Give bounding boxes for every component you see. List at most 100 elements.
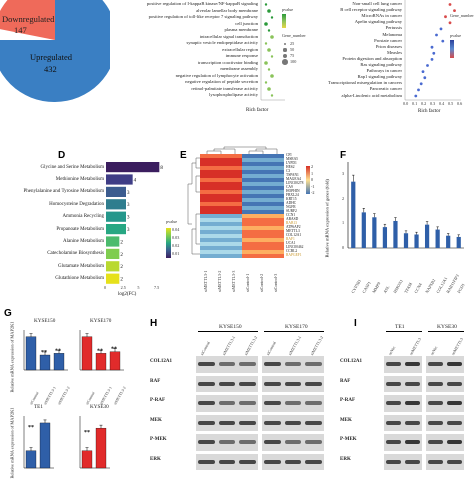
heatmap-cell xyxy=(270,226,284,231)
heatmap-cell xyxy=(242,230,257,235)
b-dot xyxy=(264,81,268,84)
heatmap-cell xyxy=(228,210,243,215)
b-term: plasma membrane xyxy=(224,27,258,32)
heatmap-cell xyxy=(214,158,229,163)
h-band xyxy=(305,381,322,386)
f-category-label: FGD1 xyxy=(455,282,466,294)
e-gene-label: CCBL2 xyxy=(286,249,298,253)
up-label: Upregulated xyxy=(30,52,73,62)
pie-slice-upregulated xyxy=(0,0,117,103)
e-gene-label: ATP6AP2 xyxy=(286,225,301,229)
i-lane-label: oeMETTL3 xyxy=(408,336,423,356)
b-gene-legend-item: 75 xyxy=(282,53,312,59)
heatmap-cell xyxy=(270,246,284,251)
g-bar xyxy=(81,336,93,371)
f-bar xyxy=(414,234,419,248)
heatmap-cell xyxy=(228,222,243,227)
f-bar xyxy=(351,181,356,248)
heatmap-cell xyxy=(270,190,284,195)
heatmap-cell xyxy=(200,214,215,219)
b-dot xyxy=(267,68,271,71)
d-legend-title: pvalue xyxy=(166,219,178,224)
b-gene-legend-dot xyxy=(282,53,288,59)
i-band xyxy=(405,362,420,367)
heatmap-cell xyxy=(200,250,215,255)
c-term: Measles xyxy=(386,49,402,55)
heatmap-cell xyxy=(242,214,257,219)
e-scale-tick: 2 xyxy=(311,164,314,169)
c-term: Prostate cancer xyxy=(374,37,402,43)
pie-slice-downregulated xyxy=(0,0,55,40)
i-band xyxy=(405,420,420,425)
i-row-label: ERK xyxy=(340,456,351,462)
c-dot xyxy=(426,64,429,67)
d-xlabel: log2(FC) xyxy=(118,292,137,297)
heatmap-cell xyxy=(256,158,271,163)
heatmap-cell xyxy=(200,222,215,227)
heatmap-cell xyxy=(256,154,271,159)
c-term: MicroRNAs in cancer xyxy=(361,13,402,19)
b-term: membrane assembly xyxy=(220,66,258,71)
i-band xyxy=(386,440,401,445)
g-bar xyxy=(81,450,93,469)
e-gene-label: HES2 xyxy=(286,165,295,169)
h-band xyxy=(198,440,215,445)
g-errorbar xyxy=(99,350,103,354)
i-band xyxy=(405,459,420,464)
i-band xyxy=(447,440,462,445)
heatmap-cell xyxy=(242,182,257,187)
heatmap-cell xyxy=(228,194,243,199)
heatmap-cell xyxy=(256,182,271,187)
panel-e-label: E xyxy=(180,150,187,161)
heatmap-cell xyxy=(242,170,257,175)
h-lane-label: siMETTL3-1 xyxy=(287,335,303,356)
g-bottom-ylabel: Relative mRNA expression of MAP2K1 xyxy=(9,407,15,479)
h-group-underline xyxy=(198,331,258,332)
g-bar xyxy=(25,450,37,469)
e-column-label: siMETTL3-3 xyxy=(231,270,236,292)
g-errorbar xyxy=(29,447,33,451)
heatmap-cell xyxy=(200,246,215,251)
h-band xyxy=(218,420,236,425)
c-pvalue-colorbar xyxy=(450,40,454,58)
heatmap-cell xyxy=(214,250,229,255)
heatmap-cell xyxy=(214,210,229,215)
b-dot xyxy=(267,48,271,52)
d-legend-tick: 0.04 xyxy=(172,227,180,232)
heatmap-cell xyxy=(270,202,284,207)
h-band xyxy=(239,420,256,425)
heatmap-cell xyxy=(200,254,215,258)
b-gene-legend-dot xyxy=(284,43,286,45)
i-band xyxy=(405,440,420,445)
panel-b-legend: pvalue Gene_number 25 50 75 100 xyxy=(282,7,312,72)
heatmap-cell xyxy=(200,194,215,199)
i-row-label: COL12A1 xyxy=(340,359,362,364)
heatmap-cell xyxy=(214,166,229,171)
g-group-label: KYSE30 xyxy=(90,404,109,410)
b-term: cell junction xyxy=(235,20,258,26)
panel-h-label: H xyxy=(150,318,158,329)
heatmap-cell xyxy=(214,226,229,231)
e-gene-label: NGFR xyxy=(286,205,296,209)
e-gene-label: MSRA5 xyxy=(286,157,298,161)
b-term: lysophospholipase activity xyxy=(209,92,258,97)
b-dot xyxy=(267,9,271,13)
h-band xyxy=(305,440,322,445)
b-term: intracellular signal transduction xyxy=(199,33,258,39)
i-band xyxy=(428,401,443,406)
heatmap-cell xyxy=(256,178,271,183)
h-band xyxy=(284,362,302,367)
panel-d-plot: 8 4 3 3 3 3 2 2 2 2 xyxy=(106,162,163,284)
h-band xyxy=(264,362,281,367)
e-gene-label: TSPAN1 xyxy=(286,173,299,177)
d-bar xyxy=(106,211,126,222)
heatmap-cell xyxy=(200,178,215,183)
heatmap-cell xyxy=(256,222,271,227)
d-bar xyxy=(106,199,126,210)
b-gene-legend-label: 75 xyxy=(290,53,295,58)
heatmap-cell xyxy=(214,218,229,223)
b-term: negative regulation of lymphocyte activa… xyxy=(175,72,258,78)
b-legend-gene-title: Gene_number xyxy=(282,33,306,38)
heatmap-cell xyxy=(242,190,257,195)
d-legend-colorbar xyxy=(166,228,171,258)
